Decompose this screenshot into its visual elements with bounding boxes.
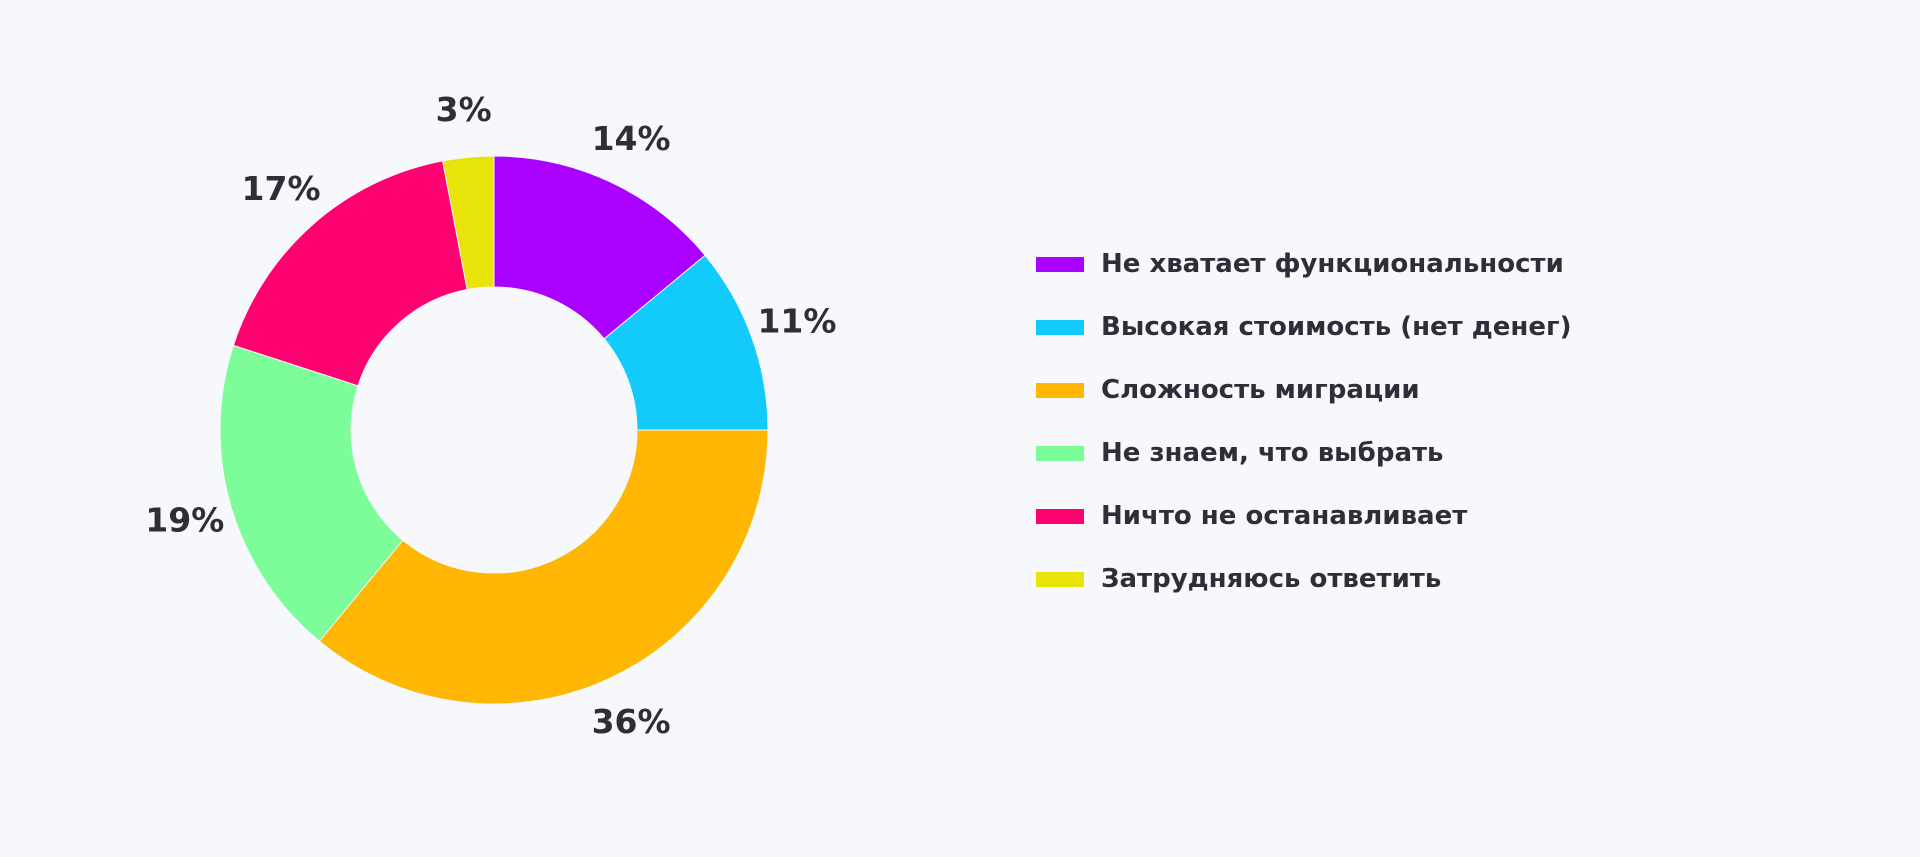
legend-item: Не знаем, что выбрать xyxy=(1036,437,1572,469)
slice-value-label: 11% xyxy=(757,301,836,340)
legend-swatch xyxy=(1036,445,1084,461)
slice-value-label: 3% xyxy=(436,90,492,129)
legend-item: Ничто не останавливает xyxy=(1036,500,1572,532)
donut-slice xyxy=(442,155,495,291)
legend-swatch xyxy=(1036,256,1084,272)
legend-label: Не хватает функциональности xyxy=(1101,249,1564,279)
donut-slice xyxy=(493,155,706,340)
slice-value-label: 17% xyxy=(242,169,321,208)
legend-label: Ничто не останавливает xyxy=(1101,501,1468,531)
donut-slices xyxy=(219,155,769,705)
donut-chart: 14% 11% 36% 19% 17% 3% xyxy=(145,90,836,741)
legend-swatch xyxy=(1036,571,1084,587)
legend-label: Не знаем, что выбрать xyxy=(1101,438,1444,468)
donut-slice xyxy=(219,344,404,642)
legend-item: Затрудняюсь ответить xyxy=(1036,563,1572,595)
legend-item: Сложность миграции xyxy=(1036,374,1572,406)
legend-swatch xyxy=(1036,382,1084,398)
legend-label: Высокая стоимость (нет денег) xyxy=(1101,312,1572,342)
legend-label: Сложность миграции xyxy=(1101,375,1420,405)
donut-slice xyxy=(232,160,468,387)
legend-item: Высокая стоимость (нет денег) xyxy=(1036,311,1572,343)
legend-item: Не хватает функциональности xyxy=(1036,248,1572,280)
legend-swatch xyxy=(1036,319,1084,335)
donut-value-labels: 14% 11% 36% 19% 17% 3% xyxy=(145,90,836,741)
slice-value-label: 14% xyxy=(592,119,671,158)
chart-legend: Не хватает функциональности Высокая стои… xyxy=(1036,248,1572,626)
slice-value-label: 36% xyxy=(592,702,671,741)
legend-swatch xyxy=(1036,508,1084,524)
slice-value-label: 19% xyxy=(145,500,224,539)
donut-slice xyxy=(318,429,769,705)
legend-label: Затрудняюсь ответить xyxy=(1101,564,1442,594)
